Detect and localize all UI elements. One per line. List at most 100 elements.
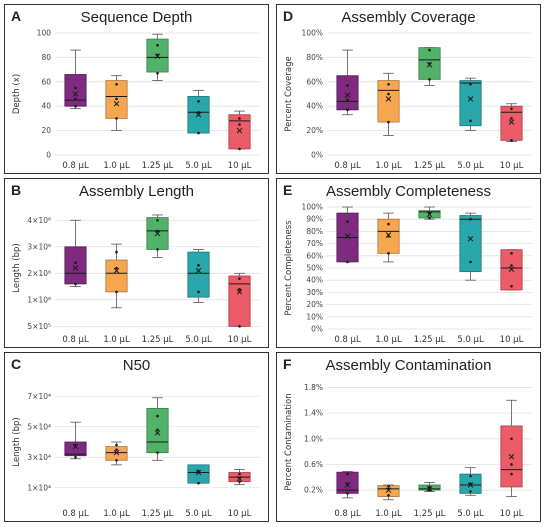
data-point xyxy=(387,82,390,86)
y-tick-label: 20% xyxy=(306,126,323,135)
data-point xyxy=(74,261,77,264)
data-point xyxy=(156,229,159,233)
data-point xyxy=(197,264,200,267)
data-point xyxy=(510,107,513,110)
x-tick-label: 1.0 µL xyxy=(103,335,130,345)
y-tick-label: 0.6% xyxy=(304,460,323,469)
data-point xyxy=(510,463,513,466)
y-tick-label: 100% xyxy=(302,203,323,212)
data-point xyxy=(346,260,349,264)
mean-marker xyxy=(113,267,120,274)
y-tick-label: 3×10⁶ xyxy=(27,242,51,251)
y-tick-label: 60% xyxy=(306,77,323,86)
mean-marker xyxy=(195,469,202,476)
data-point xyxy=(510,285,513,288)
data-point xyxy=(74,97,77,101)
box xyxy=(105,259,128,293)
data-point xyxy=(115,82,118,86)
data-point xyxy=(197,131,200,135)
data-point xyxy=(428,216,431,220)
x-tick-label: 1.25 µL xyxy=(142,161,174,171)
x-tick-label: 1.0 µL xyxy=(375,335,402,345)
data-point xyxy=(469,82,472,86)
data-point xyxy=(115,448,118,451)
x-tick-label: 10 µL xyxy=(228,335,252,345)
data-point xyxy=(510,139,513,142)
mean-marker xyxy=(508,119,515,125)
data-point xyxy=(387,120,390,124)
mean-marker xyxy=(113,101,120,107)
x-tick-label: 1.25 µL xyxy=(414,509,446,519)
y-tick-label: 1.0% xyxy=(304,434,323,443)
x-tick-label: 1.25 µL xyxy=(142,335,174,345)
x-tick-label: 0.8 µL xyxy=(334,335,361,345)
y-axis-label: Percent Contamination xyxy=(284,393,294,490)
data-point xyxy=(510,264,513,267)
data-point xyxy=(238,117,241,120)
mean-marker xyxy=(72,443,79,450)
panel-title: Sequence Depth xyxy=(80,9,193,26)
data-point xyxy=(115,266,118,270)
x-tick-label: 0.8 µL xyxy=(62,335,89,345)
x-tick-label: 5.0 µL xyxy=(457,161,484,171)
data-point xyxy=(346,108,349,112)
data-point xyxy=(510,117,513,120)
data-point xyxy=(115,459,118,462)
panel-label: D xyxy=(283,8,294,24)
data-point xyxy=(469,119,472,123)
mean-marker xyxy=(236,289,243,295)
panel-label: C xyxy=(11,356,22,372)
data-point xyxy=(346,492,349,495)
x-tick-label: 5.0 µL xyxy=(185,161,212,171)
data-point xyxy=(346,220,349,223)
y-tick-label: 60 xyxy=(41,77,51,86)
mean-marker xyxy=(236,127,243,134)
panel-a-sequence-depth: 0 20 40 60 80 100 Depth (x) 0.8 µL 1.0 µL 1.25 µL… xyxy=(4,4,269,174)
data-point xyxy=(115,117,118,120)
y-tick-label: 100% xyxy=(302,29,323,38)
x-tick-label: 1.0 µL xyxy=(103,161,130,171)
data-point xyxy=(346,98,349,102)
data-point xyxy=(115,443,118,447)
data-point xyxy=(197,100,200,103)
data-point xyxy=(387,92,390,96)
mean-marker xyxy=(72,265,79,271)
panel-title: Assembly Coverage xyxy=(341,9,476,26)
y-tick-label: 1×10⁴ xyxy=(27,483,51,492)
mean-marker xyxy=(344,233,351,240)
panel-title: Assembly Length xyxy=(78,183,195,200)
y-tick-label: 80 xyxy=(41,53,51,62)
x-tick-label: 0.8 µL xyxy=(62,161,89,171)
mean-marker xyxy=(426,61,433,68)
box xyxy=(336,75,359,111)
x-tick-label: 1.0 µL xyxy=(103,509,130,519)
data-point xyxy=(156,428,159,432)
box xyxy=(228,114,251,150)
y-tick-label: 80% xyxy=(306,53,323,62)
y-tick-label: 5×10⁴ xyxy=(27,422,51,431)
data-point xyxy=(74,104,77,108)
y-tick-label: 2×10⁶ xyxy=(27,269,51,278)
data-point xyxy=(387,222,390,226)
y-tick-label: 1×10⁶ xyxy=(27,295,51,304)
x-tick-label: 10 µL xyxy=(500,161,524,171)
data-point xyxy=(197,111,200,114)
x-tick-label: 0.8 µL xyxy=(62,509,89,519)
box xyxy=(377,80,400,123)
x-tick-label: 5.0 µL xyxy=(185,509,212,519)
data-point xyxy=(387,485,390,488)
y-tick-label: 30% xyxy=(306,288,323,297)
y-tick-label: 100 xyxy=(37,29,52,38)
x-tick-label: 5.0 µL xyxy=(457,509,484,519)
data-point xyxy=(428,48,431,52)
data-point xyxy=(510,437,513,441)
data-point xyxy=(156,43,159,47)
y-tick-label: 7×10⁴ xyxy=(27,392,51,401)
data-point xyxy=(469,490,472,493)
mean-marker xyxy=(385,232,392,238)
y-tick-label: 40% xyxy=(306,276,323,285)
y-axis-label: Length (bp) xyxy=(12,243,22,292)
panel-d-assembly-coverage: 0% 20% 40% 60% 80% 100% Percent Coverage 0.8 µL… xyxy=(276,4,541,174)
chart-svg: 0 20 40 60 80 100 Depth (x) 0.8 µL 1.0 µL 1.25 µL… xyxy=(12,29,260,171)
mean-marker xyxy=(467,235,474,242)
